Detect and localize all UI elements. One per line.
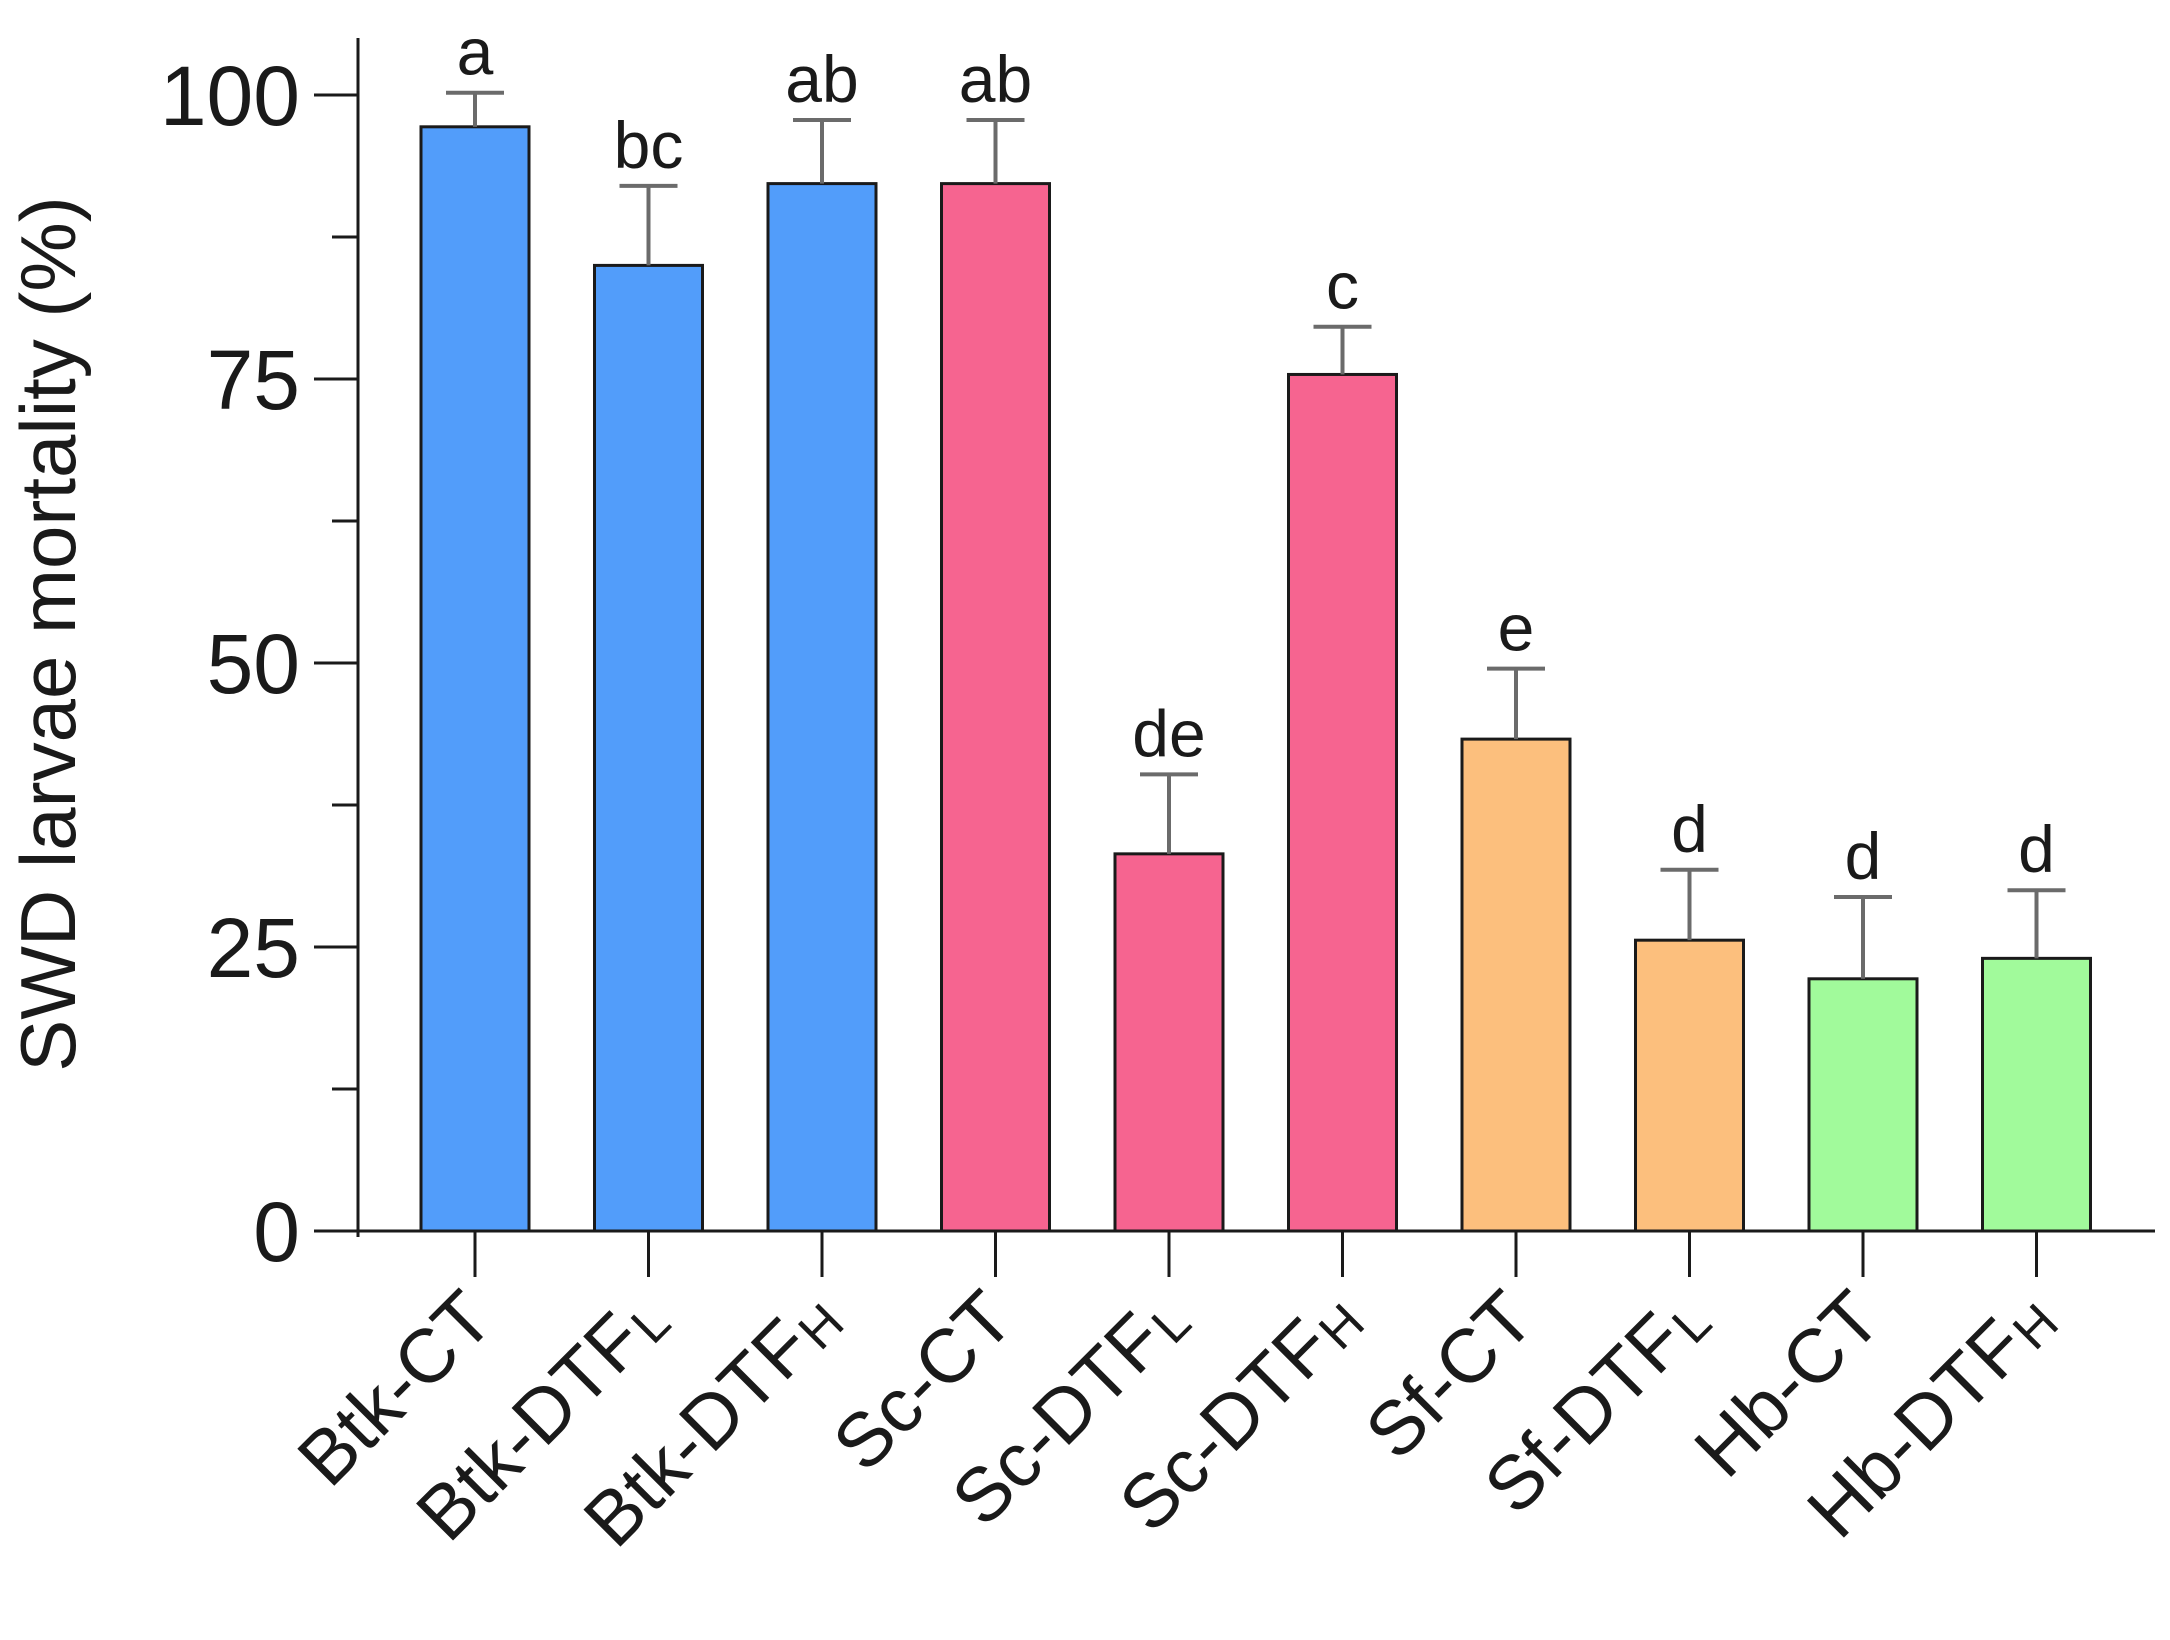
significance-letters: a bc ab ab de c e d d d [457,15,2055,893]
bar [1807,977,1919,1233]
significance-letter: e [1498,591,1535,665]
bar [1287,372,1398,1233]
significance-letter: d [1845,819,1882,893]
significance-letter: bc [614,108,684,182]
y-tick-label: 25 [207,901,300,995]
bar [766,182,878,1233]
significance-letter: c [1326,249,1359,323]
bar [1981,956,2092,1233]
bar [1460,737,1572,1233]
significance-letter: d [2018,812,2055,886]
bar [940,182,1051,1233]
x-axis [314,1229,2155,1277]
y-tick-label: 0 [253,1185,300,1279]
bar [1634,938,1745,1233]
bar [593,263,704,1233]
y-tick-label: 75 [207,333,300,427]
y-axis-label: SWD larvae mortality (%) [4,196,92,1071]
y-axis: 0 25 50 75 100 [160,38,360,1279]
error-bars [446,90,2066,979]
bar [1113,852,1225,1233]
bars [419,125,2092,1233]
significance-letter: a [457,15,494,89]
significance-letter: ab [959,42,1032,116]
y-tick-label: 50 [207,617,300,711]
category-labels: Btk-CTBtk-DTFLBtk-DTFHSc-CTSc-DTFLSc-DTF… [282,1275,2070,1563]
significance-letter: ab [785,42,858,116]
y-tick-label: 100 [160,49,300,143]
significance-letter: de [1132,696,1205,770]
significance-letter: d [1671,792,1708,866]
bar [419,125,531,1233]
